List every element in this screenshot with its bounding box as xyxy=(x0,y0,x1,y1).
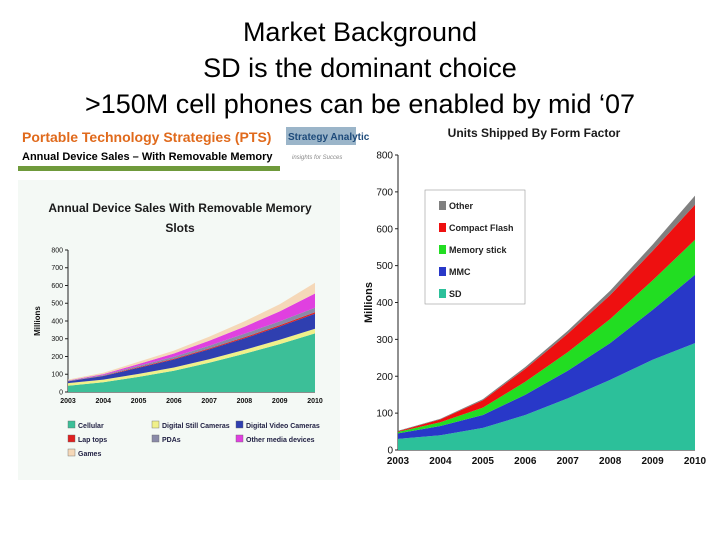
left-chart-title-line-2: Slots xyxy=(165,221,195,235)
y-tick-label: 600 xyxy=(376,224,393,235)
x-tick-label: 2010 xyxy=(307,398,323,405)
y-tick-label: 100 xyxy=(51,372,63,379)
x-tick-label: 2008 xyxy=(237,398,253,405)
legend-swatch xyxy=(67,420,76,429)
strategy-analytics-logo xyxy=(286,127,356,145)
y-tick-label: 800 xyxy=(376,151,393,162)
pts-banner-title: Portable Technology Strategies (PTS) xyxy=(22,129,271,145)
legend-label: Lap tops xyxy=(78,437,107,444)
legend-swatch xyxy=(439,289,446,298)
legend-swatch xyxy=(439,267,446,276)
y-tick-label: 700 xyxy=(51,265,63,272)
legend-swatch xyxy=(235,420,244,429)
y-tick-label: 400 xyxy=(376,298,393,309)
y-tick-label: 300 xyxy=(376,335,393,346)
right-chart-legend: Other Compact Flash Memory stick MMC SD xyxy=(424,189,526,305)
left-chart-legend: Cellular Digital Still Cameras Digital Vid… xyxy=(67,420,320,458)
left-chart-title-line-1: Annual Device Sales With Removable Memor… xyxy=(48,201,312,215)
area-series-cellular xyxy=(68,333,315,392)
y-tick-label: 400 xyxy=(51,318,63,325)
slide-title-line-3: >150M cell phones can be enabled by mid … xyxy=(84,89,636,119)
logo-tagline: insights for Succes xyxy=(292,155,342,161)
y-axis-label: Millions xyxy=(363,282,375,323)
legend-label: Other xyxy=(449,201,474,211)
legend-label: SD xyxy=(449,289,462,299)
y-tick-label: 300 xyxy=(51,336,63,343)
left-area-chart: 0 100 200 300 400 500 600 700 800 2003 2004 2005 200… xyxy=(33,247,323,405)
slide-title-line-1: Market Background xyxy=(242,17,478,47)
y-tick-label: 100 xyxy=(376,409,393,420)
x-tick-label: 2009 xyxy=(641,456,664,467)
y-tick-label: 0 xyxy=(59,389,63,396)
y-tick-label: 700 xyxy=(376,187,393,198)
legend-swatch xyxy=(67,434,76,443)
area-series-sd xyxy=(398,343,695,450)
legend-label: Memory stick xyxy=(449,245,508,255)
legend-swatch xyxy=(151,420,160,429)
y-axis-label: Millions xyxy=(33,306,42,336)
legend-swatch xyxy=(235,434,244,443)
legend-swatch xyxy=(439,201,446,210)
legend-swatch xyxy=(439,223,446,232)
legend-label: PDAs xyxy=(162,437,181,444)
legend-label: Games xyxy=(78,451,101,458)
x-tick-label: 2007 xyxy=(557,456,580,467)
x-tick-label: 2007 xyxy=(201,398,217,405)
slide-title-line-2: SD is the dominant choice xyxy=(203,53,517,83)
legend-label: Digital Still Cameras xyxy=(162,423,230,430)
y-tick-label: 500 xyxy=(376,261,393,272)
legend-swatch xyxy=(151,434,160,443)
logo-text: Strategy Analytic xyxy=(288,132,370,143)
x-tick-label: 2004 xyxy=(95,398,111,405)
x-tick-label: 2010 xyxy=(684,456,707,467)
legend-label: Cellular xyxy=(78,423,104,430)
y-tick-label: 500 xyxy=(51,301,63,308)
right-area-chart: 0 100 200 300 400 500 600 700 800 2003 2004 2005 200… xyxy=(363,151,707,468)
x-tick-label: 2003 xyxy=(387,456,410,467)
x-tick-label: 2005 xyxy=(131,398,147,405)
y-tick-label: 800 xyxy=(51,247,63,254)
y-tick-label: 0 xyxy=(387,446,393,457)
right-chart-title: Units Shipped By Form Factor xyxy=(448,126,621,140)
x-tick-label: 2009 xyxy=(272,398,288,405)
x-tick-label: 2003 xyxy=(60,398,76,405)
legend-label: Other media devices xyxy=(246,437,315,444)
y-tick-label: 200 xyxy=(376,372,393,383)
banner-underline xyxy=(18,166,280,171)
x-tick-label: 2005 xyxy=(472,456,495,467)
legend-swatch xyxy=(67,448,76,457)
legend-label: Compact Flash xyxy=(449,223,514,233)
y-tick-label: 600 xyxy=(51,283,63,290)
legend-swatch xyxy=(439,245,446,254)
x-tick-label: 2004 xyxy=(429,456,452,467)
y-tick-label: 200 xyxy=(51,354,63,361)
pts-banner-subtitle: Annual Device Sales – With Removable Mem… xyxy=(22,151,273,163)
legend-label: Digital Video Cameras xyxy=(246,423,320,430)
x-tick-label: 2008 xyxy=(599,456,622,467)
x-tick-label: 2006 xyxy=(514,456,537,467)
legend-label: MMC xyxy=(449,267,471,277)
area-series-mmc xyxy=(398,274,695,439)
x-tick-label: 2006 xyxy=(166,398,182,405)
